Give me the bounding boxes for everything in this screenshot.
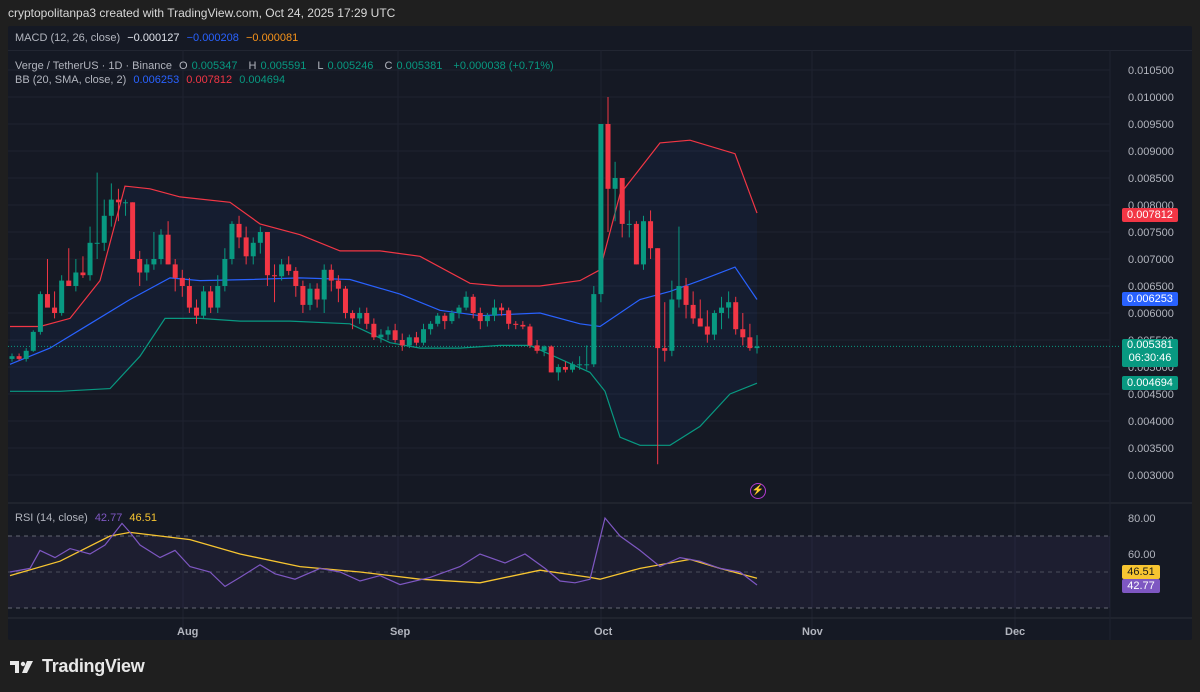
bb-basis-value: 0.006253 — [133, 74, 180, 86]
bb-legend: BB (20, SMA, close, 2) 0.006253 0.007812… — [15, 74, 289, 86]
low-value: 0.005246 — [327, 60, 374, 72]
open-value: 0.005347 — [191, 60, 238, 72]
rsi-tag: 42.77 — [1122, 579, 1160, 593]
svg-text:0.006500: 0.006500 — [1128, 281, 1174, 293]
rsi-ma-tag: 46.51 — [1122, 565, 1160, 579]
symbol-legend: Verge / TetherUS · 1D · Binance O 0.00534… — [15, 60, 558, 72]
macd-pane — [8, 26, 1192, 51]
rsi-ma-value: 46.51 — [129, 512, 157, 524]
bb-lower-value: 0.004694 — [239, 74, 286, 86]
month-dec: Dec — [1005, 626, 1026, 638]
svg-text:80.00: 80.00 — [1128, 513, 1156, 525]
macd-signal: −0.000208 — [186, 32, 239, 44]
chart-credit: cryptopolitanpa3 created with TradingVie… — [8, 6, 396, 20]
change-value: +0.000038 (+0.71%) — [453, 60, 554, 72]
tradingview-wordmark: TradingView — [42, 656, 145, 676]
svg-text:0.004500: 0.004500 — [1128, 389, 1174, 401]
high-value: 0.005591 — [260, 60, 307, 72]
svg-text:0.009500: 0.009500 — [1128, 119, 1174, 131]
symbol-label[interactable]: Verge / TetherUS · 1D · Binance — [15, 60, 172, 72]
svg-text:0.010500: 0.010500 — [1128, 65, 1174, 77]
bb-label[interactable]: BB (20, SMA, close, 2) — [15, 74, 127, 86]
bb-lower-price-tag: 0.004694 — [1122, 376, 1178, 390]
svg-text:0.007000: 0.007000 — [1128, 254, 1174, 266]
svg-text:0.007500: 0.007500 — [1128, 227, 1174, 239]
svg-text:60.00: 60.00 — [1128, 549, 1156, 561]
month-sep: Sep — [390, 626, 411, 638]
svg-text:0.003500: 0.003500 — [1128, 443, 1174, 455]
bb-upper-value: 0.007812 — [186, 74, 233, 86]
macd-value: −0.000127 — [127, 32, 180, 44]
bar-countdown: 06:30:46 — [1128, 352, 1172, 364]
svg-text:0.003000: 0.003000 — [1128, 470, 1174, 482]
svg-text:0.006000: 0.006000 — [1128, 308, 1174, 320]
close-label: C — [384, 60, 393, 72]
tradingview-logo: TradingView — [10, 656, 145, 677]
rsi-value: 42.77 — [94, 512, 123, 524]
rsi-legend: RSI (14, close) 42.77 46.51 — [15, 512, 161, 524]
high-label: H — [248, 60, 257, 72]
svg-text:0.009000: 0.009000 — [1128, 146, 1174, 158]
month-aug: Aug — [177, 626, 199, 638]
last-price-tag: 0.005381 06:30:46 — [1122, 339, 1178, 367]
rsi-label[interactable]: RSI (14, close) — [15, 512, 88, 524]
low-label: L — [317, 60, 324, 72]
svg-text:0.010000: 0.010000 — [1128, 92, 1174, 104]
bb-basis-price-tag: 0.006253 — [1122, 292, 1178, 306]
bb-upper-price-tag: 0.007812 — [1122, 208, 1178, 222]
lightning-icon[interactable]: ⚡ — [750, 483, 766, 499]
close-value: 0.005381 — [396, 60, 443, 72]
month-oct: Oct — [594, 626, 613, 638]
last-price: 0.005381 — [1127, 339, 1173, 351]
tradingview-logo-icon — [10, 660, 33, 673]
svg-text:0.008500: 0.008500 — [1128, 173, 1174, 185]
macd-histogram: −0.000081 — [245, 32, 299, 44]
svg-text:0.004000: 0.004000 — [1128, 416, 1174, 428]
month-nov: Nov — [802, 626, 823, 638]
macd-legend: MACD (12, 26, close) −0.000127 −0.000208… — [15, 32, 302, 44]
open-label: O — [179, 60, 188, 72]
macd-label: MACD (12, 26, close) — [15, 32, 121, 44]
